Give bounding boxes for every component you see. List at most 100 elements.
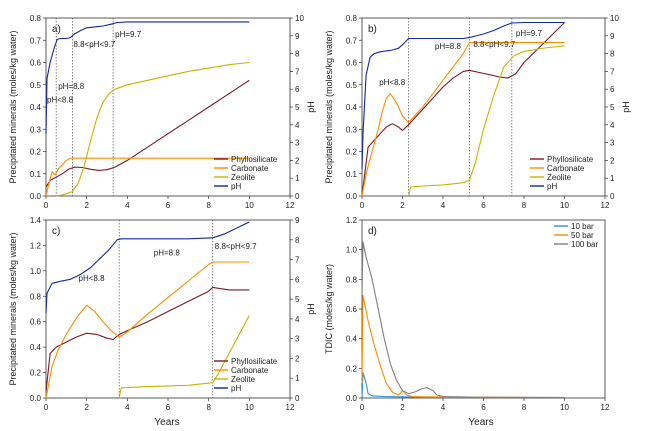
y-tick-label: 0.3 [30, 125, 42, 134]
x-tick-label: 0 [44, 201, 49, 210]
legend-label: Phyllosilicate [547, 155, 594, 164]
ph-annotation: pH=9.7 [516, 29, 543, 38]
x-tick-label: 10 [245, 403, 254, 412]
y-axis-label: Precipitated minerals (moles/kg water) [8, 232, 18, 385]
series-line-phyllosilicate [45, 79, 250, 188]
plot-frame [361, 219, 606, 399]
x-tick-label: 0 [360, 201, 365, 210]
legend-label: 100 bar [571, 240, 598, 249]
legend-label: pH [231, 182, 241, 191]
y-tick-label: 0.0 [30, 192, 42, 201]
y2-tick-label: 7 [610, 67, 615, 76]
y-tick-label: 0.4 [30, 103, 42, 112]
series-line-carbonate [45, 157, 250, 197]
y-tick-label: 1.0 [30, 267, 42, 276]
y-tick-label: 0.4 [346, 335, 358, 344]
y2-tick-label: 6 [295, 275, 300, 284]
y2-tick-label: 0 [295, 192, 300, 201]
ph-annotation: 8.8<pH<9.7 [473, 40, 515, 49]
ph-annotation: 8.8<pH<9.7 [73, 40, 115, 49]
y2-tick-label: 8 [295, 236, 300, 245]
x-tick-label: 8 [206, 403, 211, 412]
legend-label: 10 bar [571, 222, 594, 231]
legend-label: Phyllosilicate [231, 357, 278, 366]
x-tick-label: 0 [44, 403, 49, 412]
ph-annotation: pH=8.8 [435, 42, 462, 51]
series-line-carbonate [45, 261, 250, 399]
y2-tick-label: 3 [295, 335, 300, 344]
y2-axis-label: pH [621, 101, 631, 113]
x-axis-title-right: Years [468, 417, 493, 428]
ph-annotation: pH<8.8 [379, 78, 406, 87]
y-axis-label: Precipitated minerals (moles/kg water) [324, 30, 334, 183]
y2-tick-label: 2 [295, 156, 300, 165]
legend-label: pH [231, 384, 241, 393]
y2-tick-label: 8 [610, 50, 615, 59]
y2-tick-label: 10 [610, 14, 619, 23]
panel-b: 0 2 4 6 8 10 120.00.10.20.30.40.50.60.70.80123… [324, 14, 631, 210]
y-tick-label: 0.0 [346, 394, 358, 403]
x-tick-label: 6 [481, 403, 486, 412]
series-line-ph [45, 221, 250, 314]
y2-tick-label: 7 [295, 256, 300, 265]
y2-tick-label: 5 [295, 295, 300, 304]
legend-label: Carbonate [547, 164, 585, 173]
y2-tick-label: 10 [295, 14, 304, 23]
series-line-50-bar [361, 295, 525, 398]
panel-c: 0 2 4 6 8 10 120.00.20.40.60.81.01.21.40123456… [8, 216, 316, 412]
y-tick-label: 1.0 [346, 246, 358, 255]
x-tick-label: 8 [522, 201, 527, 210]
ph-annotation: pH<8.8 [47, 96, 74, 105]
y2-tick-label: 6 [295, 85, 300, 94]
y-tick-label: 0.4 [30, 343, 42, 352]
legend-label: 50 bar [571, 231, 594, 240]
series-line-zeolite [118, 315, 250, 399]
x-tick-label: 12 [601, 403, 610, 412]
y-tick-label: 0.6 [30, 318, 42, 327]
series-line-phyllosilicate [361, 22, 565, 197]
x-tick-label: 10 [560, 403, 569, 412]
x-tick-label: 6 [166, 403, 171, 412]
series-line-zeolite [56, 61, 250, 197]
x-tick-label: 2 [400, 403, 405, 412]
x-tick-label: 10 [560, 201, 569, 210]
y2-tick-label: 9 [295, 216, 300, 225]
y2-tick-label: 0 [610, 192, 615, 201]
y2-tick-label: 2 [610, 156, 615, 165]
x-tick-label: 4 [125, 201, 130, 210]
y-tick-label: 1.2 [30, 241, 42, 250]
x-tick-label: 4 [441, 403, 446, 412]
y-tick-label: 0.2 [346, 148, 358, 157]
legend-label: Phyllosilicate [231, 155, 278, 164]
ph-annotation: pH=8.8 [58, 82, 85, 91]
series-line-phyllosilicate [45, 286, 250, 392]
series-line-10-bar [361, 372, 484, 398]
ph-annotation: pH=8.8 [154, 249, 181, 258]
y-tick-label: 0.7 [346, 36, 358, 45]
x-tick-label: 6 [166, 201, 171, 210]
legend-label: Zeolite [231, 375, 256, 384]
y2-tick-label: 7 [295, 67, 300, 76]
panel-a: 0 2 4 6 8 10 120.00.10.20.30.40.50.60.70.80123… [8, 14, 316, 210]
y-axis-label: TDIC (moles/kg water) [324, 264, 334, 354]
legend-label: Carbonate [231, 164, 269, 173]
y-tick-label: 0.3 [346, 125, 358, 134]
x-tick-label: 6 [481, 201, 486, 210]
y-tick-label: 0.0 [30, 394, 42, 403]
y2-tick-label: 1 [610, 174, 615, 183]
y2-tick-label: 8 [295, 50, 300, 59]
panel-label: a) [52, 24, 61, 35]
y-tick-label: 0.6 [30, 59, 42, 68]
y2-tick-label: 3 [610, 139, 615, 148]
y-tick-label: 1.4 [30, 216, 42, 225]
y2-axis-label: pH [306, 303, 316, 315]
series-line-ph [361, 21, 565, 170]
x-tick-label: 8 [522, 403, 527, 412]
y-tick-label: 0.8 [30, 292, 42, 301]
panel-d: 0 2 4 6 8 10 12 0.0 0.2 0.4 0.6 0.8 1.0 1.2 TDIC (mole… [324, 216, 610, 412]
y-tick-label: 1.2 [346, 216, 358, 225]
y2-tick-label: 9 [610, 32, 615, 41]
y2-tick-label: 4 [295, 121, 300, 130]
y2-tick-label: 1 [295, 374, 300, 383]
y-tick-label: 0.8 [30, 14, 42, 23]
